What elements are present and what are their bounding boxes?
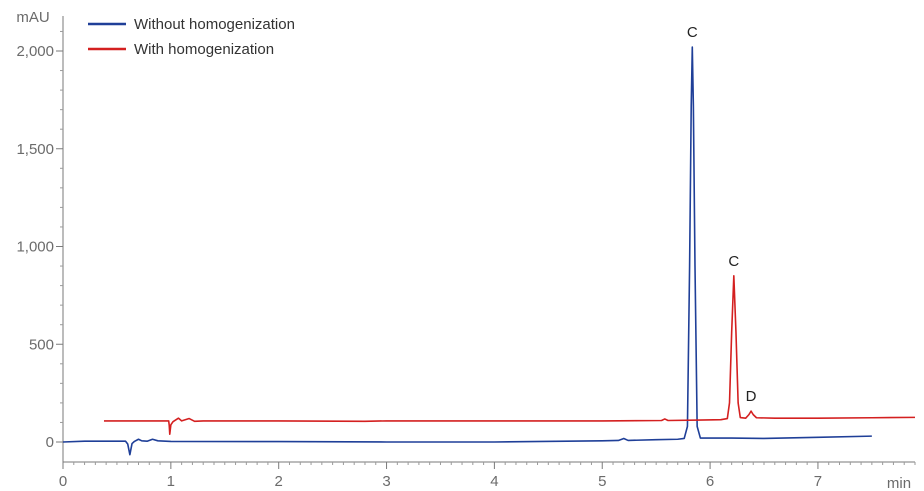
- x-tick-label: 7: [814, 473, 822, 490]
- x-tick-label: 1: [167, 473, 175, 490]
- legend-label-without-homogenization: Without homogenization: [134, 16, 295, 33]
- x-axis: 0 1 2 3 4 5 6 7: [59, 461, 916, 490]
- y-tick-label: 500: [29, 336, 54, 353]
- peak-label: C: [728, 253, 739, 270]
- legend: Without homogenization With homogenizati…: [88, 16, 295, 58]
- x-tick-label: 4: [490, 473, 498, 490]
- x-tick-label: 3: [382, 473, 390, 490]
- series-without-homogenization: [62, 46, 872, 456]
- peak-label: D: [746, 388, 757, 405]
- x-tick-label: 5: [598, 473, 606, 490]
- x-tick-label: 6: [706, 473, 714, 490]
- peak-annotations: C C D: [687, 24, 757, 405]
- y-tick-label: 2,000: [16, 43, 54, 60]
- x-unit-label: min: [887, 475, 911, 491]
- legend-label-with-homogenization: With homogenization: [134, 41, 274, 58]
- y-tick-label: 1,500: [16, 141, 54, 158]
- peak-label: C: [687, 24, 698, 41]
- y-axis: 0 500 1,000 1,500 2,000: [16, 16, 64, 462]
- y-tick-label: 0: [46, 434, 54, 451]
- y-unit-label: mAU: [16, 9, 49, 26]
- x-tick-label: 0: [59, 473, 67, 490]
- y-tick-label: 1,000: [16, 239, 54, 256]
- series-with-homogenization: [103, 275, 916, 435]
- plot-series: [62, 46, 916, 456]
- x-tick-label: 2: [275, 473, 283, 490]
